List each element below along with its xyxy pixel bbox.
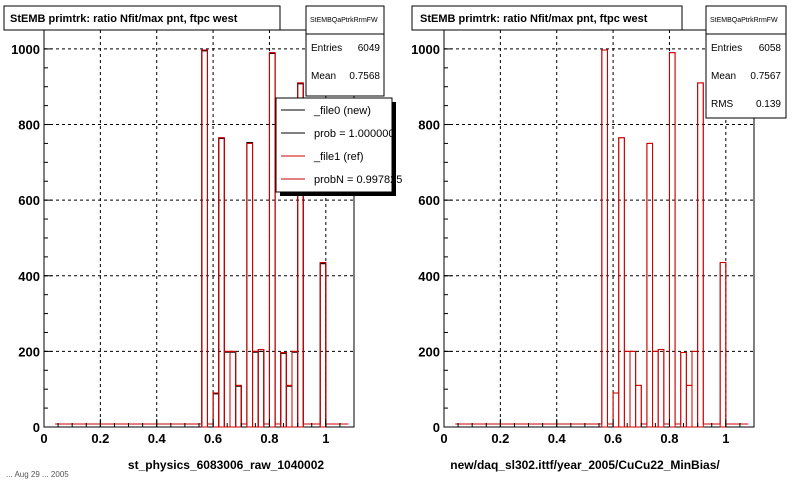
left-stats-box: StEMBQaPtrkRrmFW Entries 6049 Mean 0.756… [305, 5, 385, 97]
right-stats-name: StEMBQaPtrkRrmFW [710, 17, 778, 24]
left-stats-value-mean: 0.7568 [349, 71, 380, 82]
x-tick-label: 0.6 [204, 431, 222, 446]
left-title-box [3, 5, 281, 31]
histogram-bin [601, 49, 608, 428]
right-histograms [455, 49, 749, 428]
y-tick-label: 600 [418, 193, 440, 208]
right-stats-value-mean: 0.7567 [750, 71, 781, 82]
right-plot-frame [443, 29, 755, 428]
y-tick-label: 600 [18, 193, 40, 208]
right-stats-label-rms: RMS [711, 99, 734, 110]
left-axes: 0 0.2 0.4 0.6 0.8 1 0 200 400 600 800 1000 [11, 42, 341, 446]
left-x-axis-label: st_physics_6083006_raw_1040002 [128, 458, 324, 472]
legend-label-new: _file0 (new) [313, 105, 371, 117]
right-stats-label-mean: Mean [711, 71, 736, 82]
y-tick-label: 800 [418, 118, 440, 133]
right-title: StEMB primtrk: ratio Nfit/max pnt, ftpc … [420, 13, 648, 25]
y-tick-label: 800 [18, 118, 40, 133]
footer-text: ... Aug 29 ... 2005 [6, 470, 69, 479]
left-plot-frame [43, 29, 355, 428]
y-tick-label: 200 [18, 344, 40, 359]
histogram-bin [235, 384, 242, 428]
histogram-bin [646, 142, 654, 428]
legend-frame [275, 97, 393, 193]
left-stats-name: StEMBQaPtrkRrmFW [310, 17, 378, 24]
x-tick-label: 0.2 [91, 431, 109, 446]
x-tick-label: 0.2 [491, 431, 509, 446]
x-tick-label: 1 [322, 431, 329, 446]
left-stats-label-mean: Mean [311, 71, 336, 82]
histogram-bin [201, 49, 208, 428]
y-tick-label: 400 [18, 269, 40, 284]
histogram-bin [319, 262, 327, 428]
left-stats-label-entries: Entries [311, 43, 342, 54]
legend-label-probn: probN = 0.997825 [314, 174, 402, 186]
left-histograms [55, 49, 349, 428]
histogram-bin [697, 82, 704, 428]
left-title: StEMB primtrk: ratio Nfit/max pnt, ftpc … [10, 13, 238, 25]
left-panel: 0 0.2 0.4 0.6 0.8 1 0 200 400 600 800 1000 StEMB pr… [3, 5, 402, 472]
histogram-bin [719, 262, 727, 428]
histogram-bin [657, 348, 665, 428]
legend-label-prob: prob = 1.000000 [314, 128, 394, 140]
right-stats-value-entries: 6058 [759, 43, 782, 54]
x-tick-label: 0 [40, 431, 47, 446]
y-tick-label: 0 [433, 420, 440, 435]
x-tick-label: 1 [722, 431, 729, 446]
x-tick-label: 0.4 [148, 431, 167, 446]
left-legend: _file0 (new) prob = 1.000000 _file1 (ref… [275, 97, 402, 196]
x-tick-label: 0 [440, 431, 447, 446]
left-stats-value-entries: 6049 [358, 43, 381, 54]
legend-label-ref: _file1 (ref) [313, 151, 364, 163]
histogram-bin [257, 348, 265, 428]
histogram-bin [246, 142, 254, 428]
right-stats-value-rms: 0.139 [756, 99, 781, 110]
x-tick-label: 0.8 [260, 431, 278, 446]
right-stats-label-entries: Entries [711, 43, 742, 54]
histogram-bin [297, 82, 304, 428]
right-x-axis-label: new/daq_sl302.ittf/year_2005/CuCu22_MinB… [450, 458, 720, 472]
y-tick-label: 200 [418, 344, 440, 359]
right-stats-box: StEMBQaPtrkRrmFW Entries 6058 Mean 0.756… [705, 5, 787, 119]
y-tick-label: 1000 [11, 42, 40, 57]
y-tick-label: 0 [33, 420, 40, 435]
x-tick-label: 0.6 [604, 431, 622, 446]
right-panel: 0 0.2 0.4 0.6 0.8 1 0 200 400 600 800 1000 StEMB pr… [411, 5, 787, 472]
right-axes: 0 0.2 0.4 0.6 0.8 1 0 200 400 600 800 1000 [411, 42, 741, 446]
histogram-bin [218, 137, 225, 428]
histogram-bin [618, 137, 625, 428]
histogram-bin [668, 52, 676, 428]
x-tick-label: 0.8 [660, 431, 678, 446]
y-tick-label: 1000 [411, 42, 440, 57]
histogram-bin [268, 52, 276, 428]
right-title-box [411, 5, 683, 31]
x-tick-label: 0.4 [548, 431, 567, 446]
histogram-bin [635, 384, 642, 428]
y-tick-label: 400 [418, 269, 440, 284]
